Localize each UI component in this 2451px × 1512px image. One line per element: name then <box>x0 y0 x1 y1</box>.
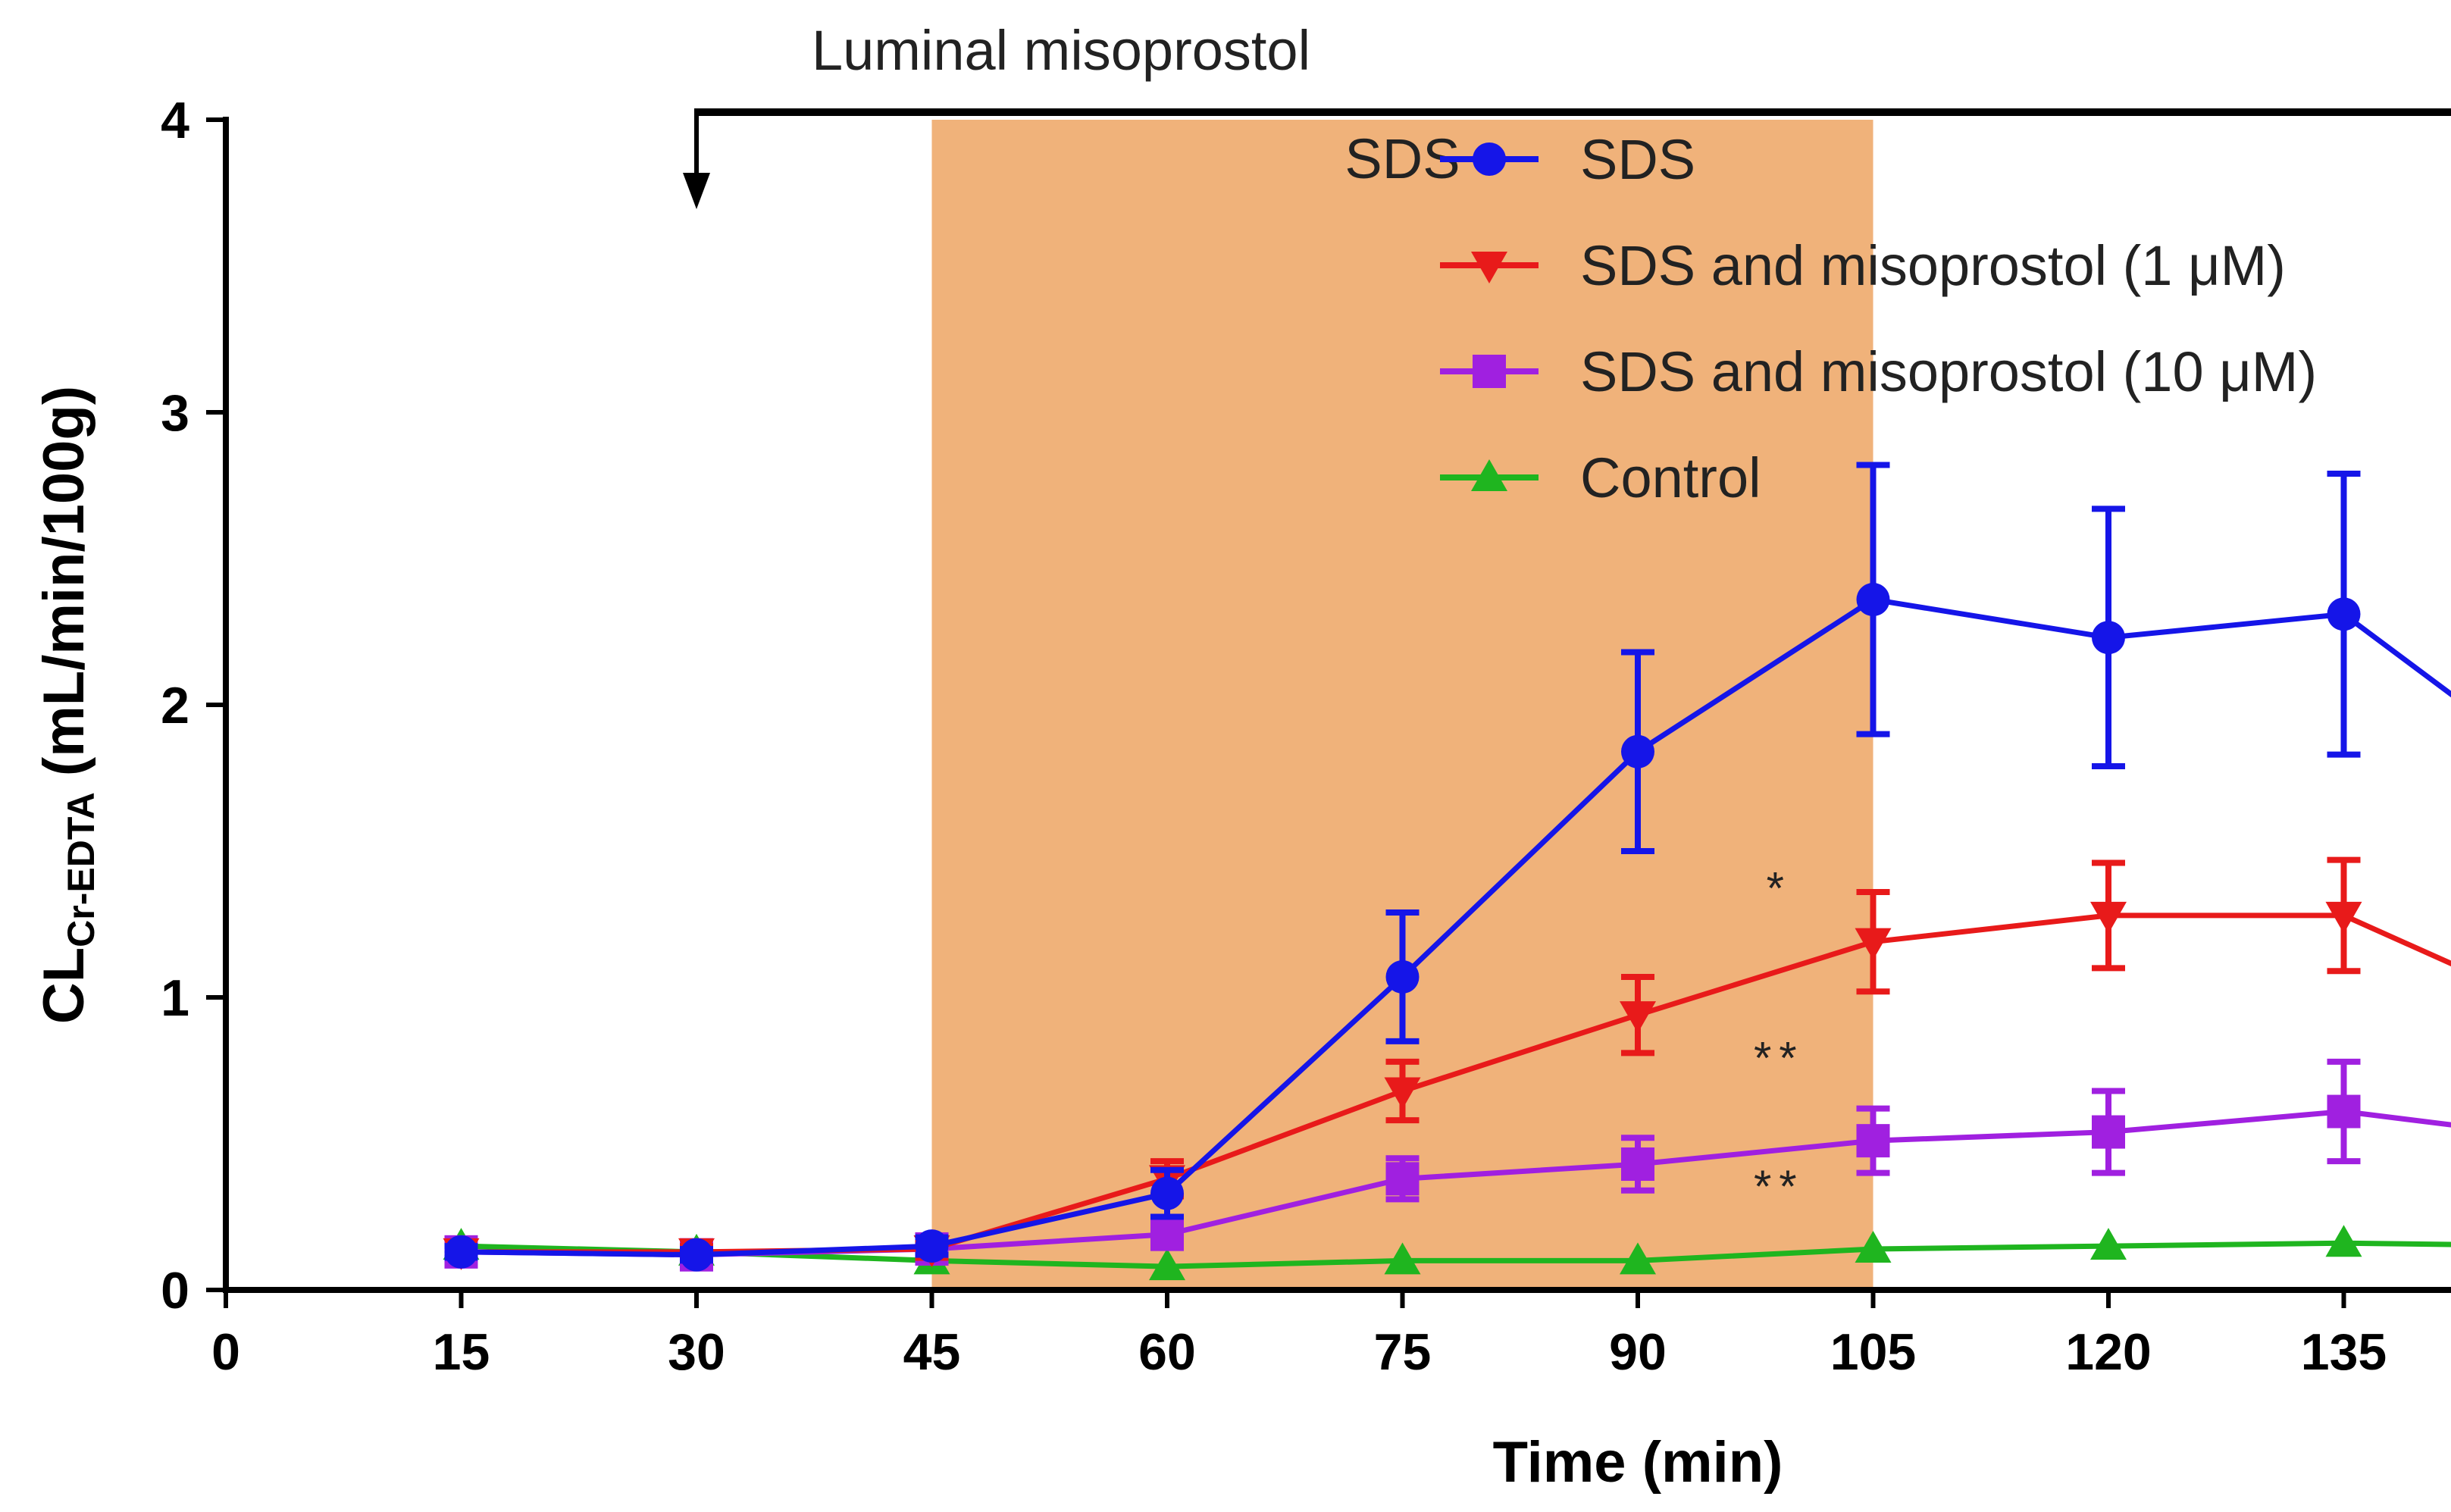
x-tick-label: 120 <box>2065 1323 2151 1381</box>
y-axis-title-unit: (mL/min/100g) <box>32 386 96 792</box>
data-point <box>2092 621 2125 655</box>
treatment-indicator <box>683 108 2451 209</box>
legend-marker <box>1471 252 1507 283</box>
legend: SDS SDS and misoprostol (1 μM) SDS and mis… <box>1440 128 2317 509</box>
significance-marker: ** <box>1754 1161 1805 1212</box>
legend-marker <box>1471 459 1507 491</box>
y-axis-title-subscript: Cr-EDTA <box>60 792 102 947</box>
x-tick-label: 75 <box>1374 1323 1432 1381</box>
data-point <box>444 1235 478 1269</box>
x-tick-label: 105 <box>1830 1323 1916 1381</box>
series-control <box>443 1225 2451 1281</box>
series-sds <box>444 462 2451 1272</box>
treatment-label: Luminal misoprostol <box>812 19 1310 82</box>
data-point <box>1621 734 1654 769</box>
x-tick-label: 30 <box>668 1323 725 1381</box>
legend-label: SDS <box>1580 128 1695 191</box>
y-tick-label: 4 <box>161 92 189 149</box>
y-tick-label: 2 <box>161 677 189 734</box>
data-point <box>680 1238 713 1272</box>
x-tick-label: 15 <box>433 1323 490 1381</box>
significance-marker: ** <box>1754 1032 1805 1083</box>
data-point <box>1621 1147 1654 1182</box>
x-tick-label: 0 <box>211 1323 240 1381</box>
y-axis-ticks: 0 1 2 3 4 <box>161 92 226 1319</box>
legend-marker <box>1473 355 1506 388</box>
data-point <box>1385 1162 1420 1196</box>
x-tick-label: 135 <box>2301 1323 2387 1381</box>
data-point <box>2325 901 2362 934</box>
x-tick-label: 60 <box>1138 1323 1196 1381</box>
y-axis-title-main: CL <box>32 947 96 1024</box>
data-point <box>1384 1077 1421 1110</box>
legend-item-sds-and-misoprostol-1-m: SDS and misoprostol (1 μM) <box>1440 234 2286 297</box>
x-tick-label: 90 <box>1609 1323 1667 1381</box>
data-point <box>915 1229 949 1263</box>
data-point <box>1855 1230 1892 1263</box>
y-tick-label: 1 <box>161 969 189 1027</box>
y-tick-label: 0 <box>161 1262 189 1319</box>
data-point <box>1620 1001 1656 1034</box>
data-point <box>1150 1176 1184 1210</box>
data-point <box>2327 1094 2361 1129</box>
data-point <box>2325 1225 2362 1257</box>
y-axis-title: CLCr-EDTA (mL/min/100g) <box>32 386 102 1024</box>
x-axis-ticks: 0153045607590105120135150165180 <box>211 1290 2387 1381</box>
data-point <box>1856 1124 1890 1158</box>
x-tick-label: 45 <box>903 1323 961 1381</box>
legend-item-sds: SDS <box>1440 128 1695 191</box>
significance-markers: ***** <box>1754 862 1805 1212</box>
legend-label: Control <box>1580 446 1761 509</box>
y-tick-label: 3 <box>161 384 189 442</box>
legend-label: SDS and misoprostol (1 μM) <box>1580 234 2286 297</box>
data-point <box>1149 1248 1185 1281</box>
data-point <box>1384 1242 1421 1275</box>
legend-item-control: Control <box>1440 446 1761 509</box>
legend-marker <box>1473 142 1506 176</box>
down-arrow-icon <box>683 173 710 209</box>
significance-marker: * <box>1767 862 1792 913</box>
data-point <box>2090 1228 2127 1260</box>
data-point <box>1856 583 1890 617</box>
x-axis-title: Time (min) <box>1493 1430 1783 1495</box>
data-point <box>1150 1217 1184 1251</box>
data-series <box>443 462 2451 1281</box>
data-point <box>1620 1242 1656 1275</box>
data-point <box>2090 901 2127 934</box>
legend-label: SDS and misoprostol (10 μM) <box>1580 340 2317 403</box>
data-point <box>2092 1115 2125 1149</box>
data-point <box>1385 959 1420 994</box>
legend-item-sds-and-misoprostol-10-m: SDS and misoprostol (10 μM) <box>1440 340 2317 403</box>
data-point <box>1855 928 1892 960</box>
data-point <box>2327 597 2361 631</box>
